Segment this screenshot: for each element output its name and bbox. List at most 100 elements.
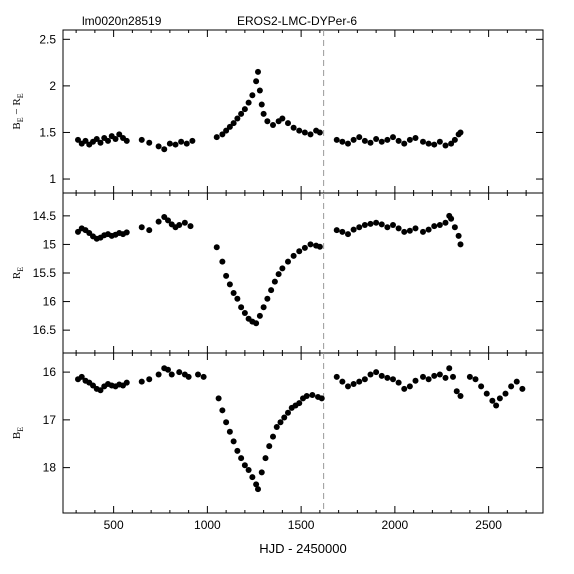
- data-point: [223, 127, 230, 134]
- data-point: [483, 390, 490, 397]
- y-tick-label: 1: [49, 172, 56, 186]
- data-point: [301, 244, 308, 251]
- data-point: [82, 137, 89, 144]
- data-point: [270, 433, 276, 440]
- data-point: [448, 140, 455, 147]
- data-point: [219, 131, 226, 138]
- data-point: [390, 376, 396, 383]
- data-point: [345, 140, 351, 147]
- data-point: [166, 140, 173, 147]
- x-tick-label: 500: [104, 518, 124, 532]
- data-point: [496, 395, 503, 402]
- data-point: [361, 222, 368, 228]
- data-point: [234, 295, 241, 302]
- data-point: [446, 365, 453, 372]
- data-point: [431, 141, 438, 148]
- data-point: [303, 392, 310, 399]
- data-point: [273, 424, 280, 431]
- y-axis-label-1: BE − RE: [11, 93, 25, 129]
- data-point: [189, 137, 196, 144]
- y-axis-label-3: BE: [11, 427, 25, 439]
- data-point: [258, 101, 265, 108]
- data-point: [281, 414, 288, 421]
- data-point: [249, 92, 256, 99]
- data-point: [356, 224, 363, 231]
- data-point: [161, 146, 168, 153]
- data-point: [155, 218, 162, 225]
- data-point: [318, 395, 325, 402]
- data-point: [339, 228, 346, 235]
- data-point: [345, 383, 351, 390]
- data-point: [195, 371, 201, 378]
- data-point: [270, 122, 276, 129]
- data-point: [146, 376, 153, 383]
- y-tick-label: 16.5: [33, 323, 57, 337]
- data-point: [356, 134, 363, 141]
- data-point: [279, 115, 286, 122]
- y-tick-label: 1.5: [39, 125, 56, 139]
- data-point: [93, 135, 100, 142]
- data-point: [230, 120, 237, 127]
- x-tick-label: 1000: [194, 518, 221, 532]
- data-point: [420, 138, 426, 145]
- data-point: [436, 138, 443, 145]
- data-point: [105, 137, 111, 144]
- data-point: [455, 232, 462, 239]
- data-point: [307, 241, 314, 248]
- data-point: [245, 467, 252, 474]
- data-point: [457, 392, 464, 399]
- data-point: [466, 373, 473, 380]
- data-point: [296, 127, 303, 134]
- data-point: [442, 374, 449, 381]
- y-tick-label: 18: [43, 461, 57, 475]
- data-point: [384, 224, 391, 231]
- data-point: [264, 118, 271, 125]
- data-point: [223, 272, 230, 279]
- data-point: [168, 371, 175, 378]
- data-point: [97, 139, 104, 146]
- data-point: [339, 378, 346, 385]
- data-point: [241, 310, 248, 316]
- data-point: [255, 68, 261, 75]
- data-point: [451, 136, 458, 143]
- data-point: [226, 123, 233, 130]
- y-tick-label: 16: [43, 365, 57, 379]
- data-point: [253, 78, 260, 85]
- data-point: [78, 373, 85, 380]
- data-point: [350, 381, 357, 388]
- data-point: [255, 486, 261, 493]
- data-point: [493, 402, 500, 409]
- data-point: [277, 419, 284, 426]
- y-tick-label: 2.5: [39, 32, 56, 46]
- data-point: [234, 115, 241, 122]
- data-point: [442, 219, 449, 226]
- data-point: [378, 372, 385, 379]
- data-point: [395, 225, 402, 232]
- data-point: [223, 419, 230, 426]
- x-axis-label: HJD - 2450000: [259, 541, 346, 556]
- data-point: [138, 224, 145, 231]
- data-point: [519, 385, 526, 392]
- data-point: [367, 139, 374, 146]
- data-point: [350, 226, 357, 233]
- data-point: [271, 278, 278, 285]
- data-point: [219, 407, 226, 414]
- data-point: [406, 227, 413, 234]
- y-tick-label: 15: [43, 237, 57, 251]
- data-point: [384, 374, 391, 381]
- data-point: [296, 248, 303, 255]
- data-point: [361, 137, 368, 144]
- data-point: [395, 137, 402, 144]
- y-axis-label-2: RE: [11, 267, 25, 279]
- data-point: [339, 138, 346, 145]
- data-point: [260, 304, 267, 311]
- data-point: [230, 290, 237, 296]
- data-point: [260, 110, 267, 117]
- data-point: [451, 224, 458, 231]
- data-point: [395, 379, 402, 386]
- data-point: [112, 135, 119, 142]
- y-tick-label: 16: [43, 295, 57, 309]
- data-point: [146, 139, 153, 146]
- data-point: [230, 438, 237, 445]
